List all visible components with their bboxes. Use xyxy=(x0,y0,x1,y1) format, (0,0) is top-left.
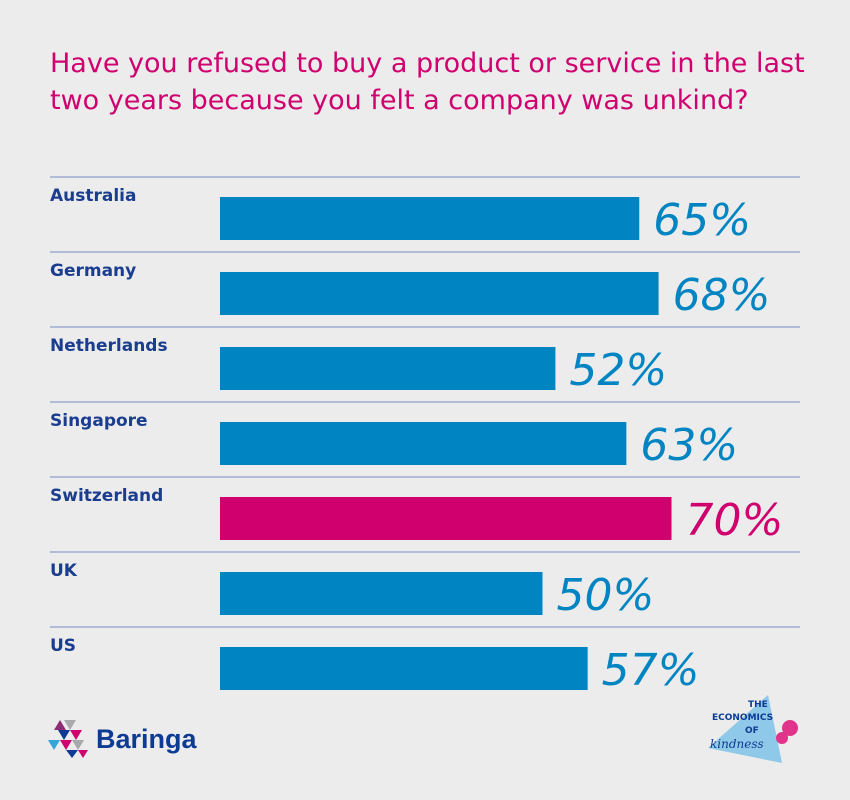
value-label: 57% xyxy=(602,645,700,696)
svg-text:OF: OF xyxy=(745,726,759,736)
bar xyxy=(220,347,556,390)
bar xyxy=(220,647,588,690)
value-label: 65% xyxy=(653,195,751,246)
chart-title: Have you refused to buy a product or ser… xyxy=(50,48,805,116)
value-label: 63% xyxy=(640,420,738,471)
value-label: 68% xyxy=(673,270,771,321)
category-label: Netherlands xyxy=(50,336,168,356)
value-label: 70% xyxy=(686,495,784,546)
bar xyxy=(220,497,672,540)
bar xyxy=(220,272,659,315)
category-label: UK xyxy=(50,561,78,581)
bar xyxy=(220,572,543,615)
bar xyxy=(220,422,627,465)
svg-text:kindness: kindness xyxy=(710,737,764,751)
value-label: 52% xyxy=(569,345,667,396)
baringa-logo-text: Baringa xyxy=(96,723,197,754)
economics-of-kindness-badge: THE ECONOMICS OF kindness xyxy=(708,695,798,763)
category-label: Singapore xyxy=(50,411,148,431)
category-label: Australia xyxy=(50,186,137,206)
bar xyxy=(220,197,640,240)
category-label: Germany xyxy=(50,261,136,281)
category-label: Switzerland xyxy=(50,486,163,506)
category-label: US xyxy=(50,636,76,656)
bar-chart: Australia 65% Germany 68% Netherlands 52% Sing… xyxy=(50,176,800,696)
baringa-logo-icon xyxy=(48,720,88,758)
svg-text:THE: THE xyxy=(748,700,768,710)
svg-text:ECONOMICS: ECONOMICS xyxy=(712,713,773,723)
baringa-logo: Baringa xyxy=(48,720,197,758)
value-label: 50% xyxy=(557,570,655,621)
